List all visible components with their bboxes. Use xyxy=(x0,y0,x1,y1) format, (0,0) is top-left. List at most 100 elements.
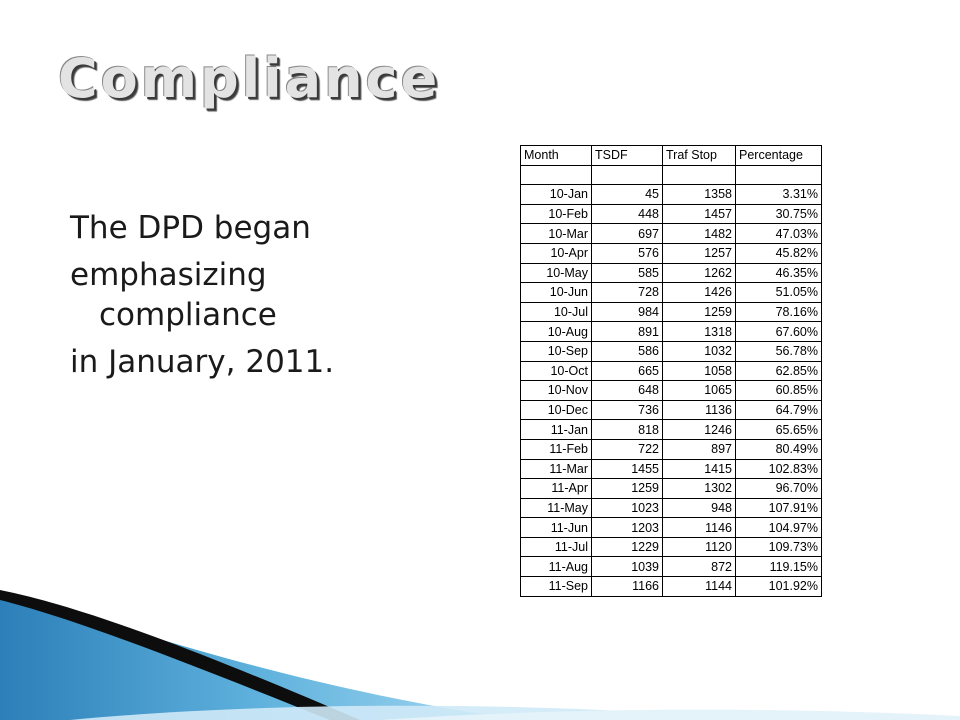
tsdf-cell: 585 xyxy=(591,262,663,284)
table-row: 10-Jun 728 1426 51.05% xyxy=(520,282,822,303)
table-cell xyxy=(662,164,736,186)
percentage-cell: 80.49% xyxy=(735,438,822,460)
table-row: 10-Oct 665 1058 62.85% xyxy=(520,360,822,382)
traf-stop-cell: 1058 xyxy=(662,360,736,382)
table-row: 10-Apr 576 1257 45.82% xyxy=(520,242,822,264)
month-cell: 10-Apr xyxy=(520,242,592,264)
tsdf-cell: 697 xyxy=(591,223,663,244)
tsdf-cell: 1259 xyxy=(591,478,663,499)
tsdf-cell: 665 xyxy=(591,360,663,382)
month-cell: 11-Feb xyxy=(520,438,592,460)
table-row: 10-Aug 891 1318 67.60% xyxy=(520,321,822,342)
percentage-cell: 62.85% xyxy=(735,360,822,382)
column-header-tsdf: TSDF xyxy=(591,145,663,166)
traf-stop-cell: 1482 xyxy=(662,223,736,244)
traf-stop-cell: 948 xyxy=(662,497,736,519)
table-cell xyxy=(520,164,592,186)
table-row: 10-May 585 1262 46.35% xyxy=(520,262,822,284)
compliance-table: Month TSDF Traf Stop Percentage 10-Jan 45… xyxy=(520,145,822,597)
month-cell: 11-Jul xyxy=(520,536,592,558)
percentage-cell: 102.83% xyxy=(735,458,822,480)
tsdf-cell: 1039 xyxy=(591,556,663,578)
month-cell: 11-Jun xyxy=(520,517,592,538)
traf-stop-cell: 872 xyxy=(662,556,736,578)
table-row: 11-Feb 722 897 80.49% xyxy=(520,438,822,460)
percentage-cell: 78.16% xyxy=(735,301,822,323)
month-cell: 10-May xyxy=(520,262,592,284)
body-text: The DPD began emphasizing compliance in … xyxy=(70,205,450,386)
month-cell: 11-Jan xyxy=(520,419,592,440)
percentage-cell: 96.70% xyxy=(735,478,822,499)
month-cell: 10-Dec xyxy=(520,399,592,421)
table-row: 11-Aug 1039 872 119.15% xyxy=(520,556,822,578)
traf-stop-cell: 1358 xyxy=(662,184,736,205)
table-row: 10-Nov 648 1065 60.85% xyxy=(520,380,822,401)
tsdf-cell: 736 xyxy=(591,399,663,421)
table-row: 11-Jan 818 1246 65.65% xyxy=(520,419,822,440)
month-cell: 10-Nov xyxy=(520,380,592,401)
tsdf-cell: 586 xyxy=(591,340,663,362)
body-line: The DPD began xyxy=(70,210,311,246)
percentage-cell: 51.05% xyxy=(735,282,822,303)
traf-stop-cell: 1032 xyxy=(662,340,736,362)
tsdf-cell: 728 xyxy=(591,282,663,303)
month-cell: 10-Mar xyxy=(520,223,592,244)
column-header-percentage: Percentage xyxy=(735,145,822,166)
tsdf-cell: 576 xyxy=(591,242,663,264)
tsdf-cell: 1203 xyxy=(591,517,663,538)
tsdf-cell: 648 xyxy=(591,380,663,401)
body-line: in January, 2011. xyxy=(70,344,335,380)
table-row: 11-Mar 1455 1415 102.83% xyxy=(520,458,822,480)
tsdf-cell: 818 xyxy=(591,419,663,440)
tsdf-cell: 1023 xyxy=(591,497,663,519)
traf-stop-cell: 1065 xyxy=(662,380,736,401)
percentage-cell: 119.15% xyxy=(735,556,822,578)
percentage-cell: 104.97% xyxy=(735,517,822,538)
percentage-cell: 46.35% xyxy=(735,262,822,284)
traf-stop-cell: 1426 xyxy=(662,282,736,303)
traf-stop-cell: 1318 xyxy=(662,321,736,342)
tsdf-cell: 1229 xyxy=(591,536,663,558)
percentage-cell: 64.79% xyxy=(735,399,822,421)
month-cell: 10-Jun xyxy=(520,282,592,303)
month-cell: 11-Apr xyxy=(520,478,592,499)
percentage-cell: 56.78% xyxy=(735,340,822,362)
percentage-cell: 109.73% xyxy=(735,536,822,558)
table-row: 10-Jul 984 1259 78.16% xyxy=(520,301,822,323)
traf-stop-cell: 1146 xyxy=(662,517,736,538)
month-cell: 11-Aug xyxy=(520,556,592,578)
tsdf-cell: 984 xyxy=(591,301,663,323)
tsdf-cell: 45 xyxy=(591,184,663,205)
traf-stop-cell: 1262 xyxy=(662,262,736,284)
body-line: compliance xyxy=(99,297,277,333)
month-cell: 10-Jan xyxy=(520,184,592,205)
table-row: 10-Mar 697 1482 47.03% xyxy=(520,223,822,244)
tsdf-cell: 1455 xyxy=(591,458,663,480)
traf-stop-cell: 1259 xyxy=(662,301,736,323)
percentage-cell: 45.82% xyxy=(735,242,822,264)
traf-stop-cell: 1120 xyxy=(662,536,736,558)
column-header-month: Month xyxy=(520,145,592,166)
month-cell: 11-Mar xyxy=(520,458,592,480)
traf-stop-cell: 1246 xyxy=(662,419,736,440)
table-row: 11-May 1023 948 107.91% xyxy=(520,497,822,519)
tsdf-cell: 448 xyxy=(591,203,663,225)
percentage-cell: 67.60% xyxy=(735,321,822,342)
tsdf-cell: 1166 xyxy=(591,576,663,597)
month-cell: 10-Oct xyxy=(520,360,592,382)
table-row: 10-Sep 586 1032 56.78% xyxy=(520,340,822,362)
month-cell: 11-May xyxy=(520,497,592,519)
column-header-traf-stop: Traf Stop xyxy=(662,145,736,166)
table-row: 11-Jun 1203 1146 104.97% xyxy=(520,517,822,538)
traf-stop-cell: 1136 xyxy=(662,399,736,421)
percentage-cell: 3.31% xyxy=(735,184,822,205)
percentage-cell: 30.75% xyxy=(735,203,822,225)
table-row: 10-Jan 45 1358 3.31% xyxy=(520,184,822,205)
tsdf-cell: 722 xyxy=(591,438,663,460)
table-cell xyxy=(735,164,822,186)
table-header-row: Month TSDF Traf Stop Percentage xyxy=(520,145,822,166)
percentage-cell: 107.91% xyxy=(735,497,822,519)
percentage-cell: 65.65% xyxy=(735,419,822,440)
traf-stop-cell: 1457 xyxy=(662,203,736,225)
traf-stop-cell: 897 xyxy=(662,438,736,460)
